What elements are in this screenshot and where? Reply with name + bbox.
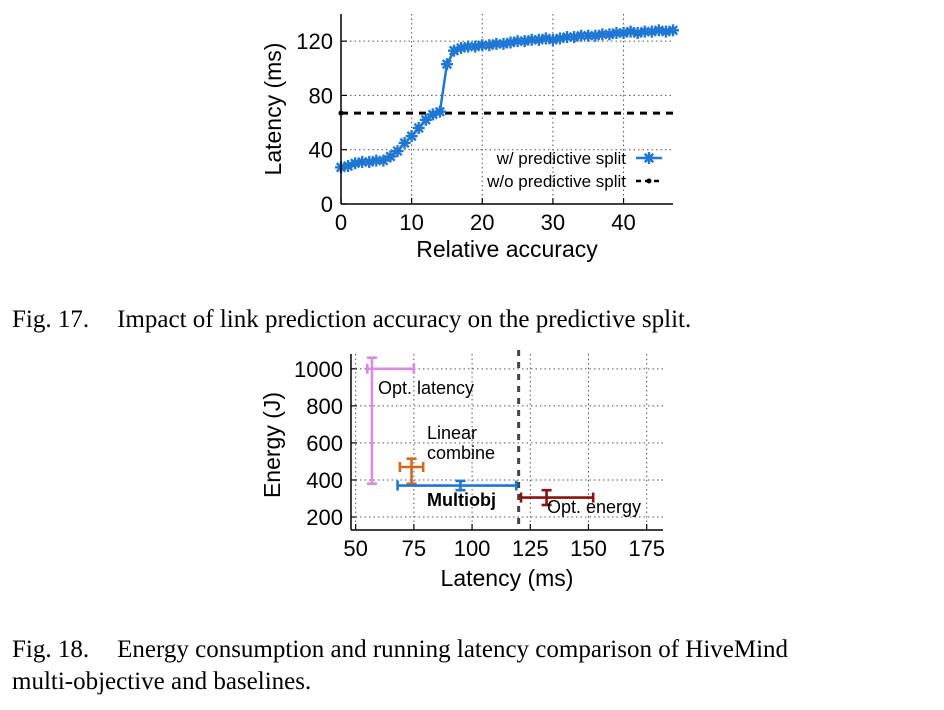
fig17-caption-label: Fig. 17. xyxy=(12,306,90,333)
x-tick-label: 30 xyxy=(541,210,565,235)
point-with-predictive-split xyxy=(391,145,404,158)
x-axis-label: Latency (ms) xyxy=(441,565,574,591)
x-tick-label: 100 xyxy=(454,536,491,561)
point-opt-energy-label: Opt. energy xyxy=(547,497,641,517)
y-tick-label: 120 xyxy=(296,29,333,54)
y-tick-label: 0 xyxy=(321,192,333,217)
fig18-caption-text-line2: multi-objective and baselines. xyxy=(12,668,312,695)
y-tick-label: 80 xyxy=(309,83,333,108)
point-with-predictive-split xyxy=(412,122,425,134)
y-tick-label: 40 xyxy=(309,138,333,163)
x-tick-label: 40 xyxy=(611,210,635,235)
y-tick-label: 200 xyxy=(306,505,343,530)
y-tick-label: 1000 xyxy=(294,357,343,382)
legend-label: w/ predictive split xyxy=(496,149,627,168)
x-tick-label: 0 xyxy=(335,210,347,235)
x-tick-label: 150 xyxy=(570,536,607,561)
legend-label: w/o predictive split xyxy=(486,172,626,191)
point-with-predictive-split xyxy=(405,130,418,143)
latency-vs-accuracy-chart: 0 40 80 120 0 10 20 30 40 Relative accuracy Latenc… xyxy=(260,14,679,262)
point-with-predictive-split xyxy=(667,24,679,37)
y-axis-label: Latency (ms) xyxy=(260,43,286,176)
x-axis-label: Relative accuracy xyxy=(416,236,598,262)
x-tick-label: 125 xyxy=(512,536,549,561)
y-tick-label: 600 xyxy=(306,431,343,456)
point-with-predictive-split xyxy=(624,25,637,38)
fig18-caption-text-line1: Energy consumption and running latency c… xyxy=(117,636,789,663)
point-linear-combine-label: combine xyxy=(427,443,495,463)
legend-marker-without-predictive-split xyxy=(646,178,652,184)
fig18-caption: Fig. 18. Energy consumption and running l… xyxy=(12,634,788,698)
fig17-caption: Fig. 17. Impact of link prediction accura… xyxy=(12,304,691,336)
point-linear-combine-label: Linear xyxy=(427,423,477,443)
x-tick-label: 175 xyxy=(628,536,665,561)
y-tick-label: 800 xyxy=(306,394,343,419)
point-with-predictive-split xyxy=(589,29,602,42)
x-tick-label: 10 xyxy=(399,210,423,235)
x-tick-label: 75 xyxy=(402,536,426,561)
fig18-caption-label: Fig. 18. xyxy=(12,636,90,663)
legend-marker-with-predictive-split xyxy=(643,152,655,164)
fig17-caption-text: Impact of link prediction accuracy on th… xyxy=(117,306,692,333)
energy-vs-latency-chart: 200 400 600 800 1000 50 75 100 125 150 175 Opt. lat… xyxy=(259,350,665,591)
point-with-predictive-split xyxy=(440,58,453,71)
point-with-predictive-split xyxy=(433,105,446,118)
x-tick-label: 20 xyxy=(470,210,494,235)
point-multiobj-label: Multiobj xyxy=(427,490,496,510)
x-tick-label: 50 xyxy=(343,536,367,561)
y-tick-label: 400 xyxy=(306,468,343,493)
point-opt-latency-label: Opt. latency xyxy=(378,378,474,398)
y-axis-label: Energy (J) xyxy=(259,392,285,498)
